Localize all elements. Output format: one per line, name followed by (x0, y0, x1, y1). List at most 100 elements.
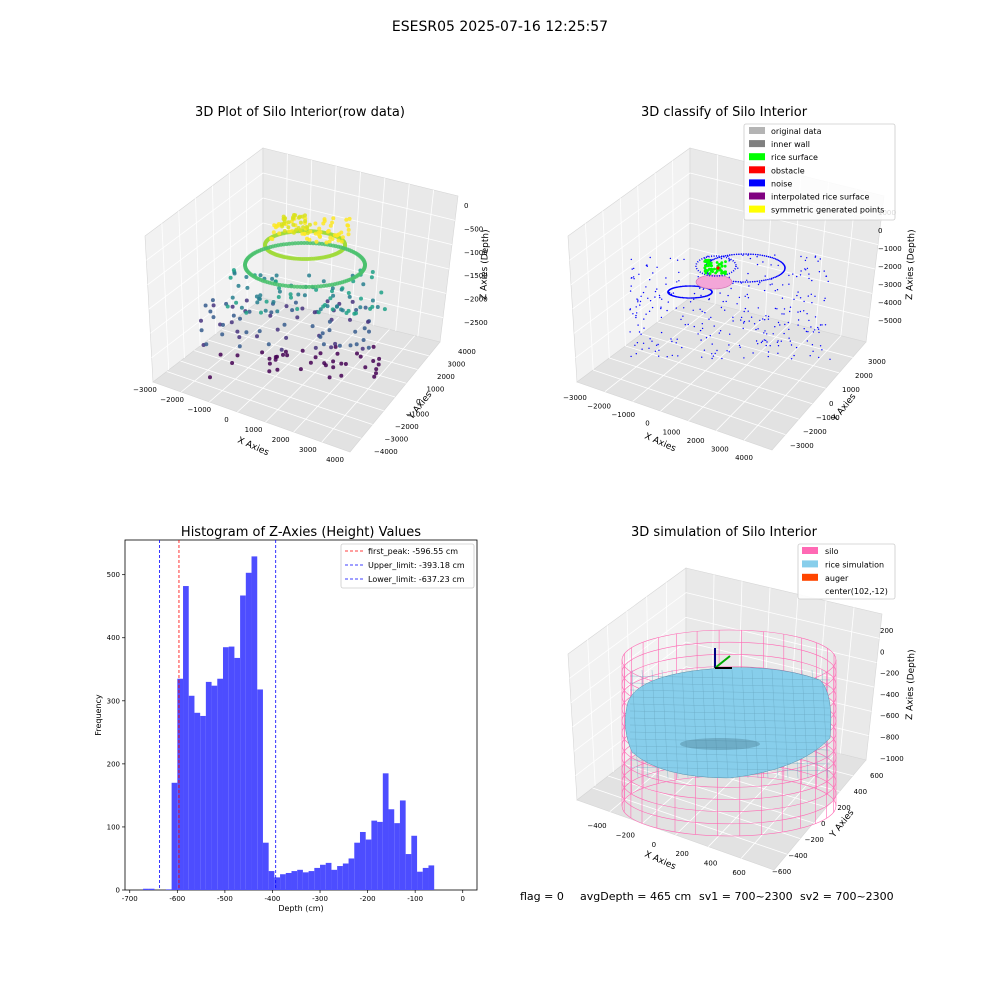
noise-point (710, 316, 712, 319)
noise-point (696, 285, 698, 288)
noise-point (697, 276, 699, 278)
data-point (330, 307, 335, 312)
data-point (313, 231, 318, 236)
rice-point (703, 266, 707, 270)
data-point (244, 330, 249, 335)
z-tick-label: −2000 (878, 263, 902, 271)
z-axis-label: Z Axies (Depth) (479, 229, 491, 300)
noise-point (649, 300, 652, 302)
noise-point (684, 285, 687, 287)
noise-point (755, 328, 757, 331)
noise-point (740, 316, 743, 319)
noise-point (676, 338, 678, 340)
x-tick-label: 0 (460, 895, 464, 903)
histogram-bar (245, 572, 252, 890)
grid-line (685, 592, 880, 639)
histogram-bar (188, 695, 195, 890)
data-point (295, 284, 300, 289)
rice-point (715, 261, 719, 264)
data-point (210, 298, 215, 303)
mesh-line (631, 669, 639, 779)
noise-point (812, 331, 815, 333)
noise-point (760, 341, 763, 344)
data-point (355, 351, 359, 356)
data-point (276, 295, 281, 299)
noise-point (808, 277, 810, 280)
data-point (282, 229, 287, 233)
data-point (284, 304, 289, 309)
noise-point (788, 337, 790, 339)
noise-point (665, 277, 667, 279)
rice-point (711, 270, 714, 273)
noise-point (722, 300, 724, 303)
mesh-line (629, 759, 831, 765)
simulation-title: 3D simulation of Silo Interior (631, 525, 818, 540)
noise-point (645, 313, 647, 315)
legend-label: Upper_limit: -393.18 cm (368, 561, 465, 570)
noise-point (684, 297, 686, 299)
noise-point (773, 257, 775, 260)
noise-point (762, 318, 764, 320)
noise-point (783, 313, 785, 315)
data-point (235, 329, 240, 334)
histogram-bar (354, 842, 360, 890)
noise-point (776, 289, 779, 291)
noise-point (684, 324, 686, 326)
noise-point (639, 304, 641, 306)
rice-point (707, 264, 710, 268)
grid-line (716, 329, 816, 431)
data-point (294, 227, 299, 232)
data-point (343, 362, 348, 366)
noise-point (641, 348, 643, 350)
data-point (368, 306, 373, 311)
data-point (352, 311, 357, 316)
noise-point (651, 306, 654, 309)
legend-label: rice surface (771, 153, 818, 162)
legend-swatch (749, 205, 765, 213)
noise-point (819, 345, 822, 347)
mesh-line (721, 669, 729, 779)
grid-line (689, 197, 879, 246)
sv1-readout: sv1 = 700~2300 (699, 890, 793, 903)
legend: original data inner wall rice surface obsta… (743, 123, 896, 221)
data-point (225, 304, 230, 309)
mesh-line (751, 669, 759, 779)
noise-point (643, 318, 645, 320)
noise-point (731, 254, 733, 256)
noise-point (728, 276, 730, 278)
noise-point (776, 258, 778, 261)
noise-point (767, 315, 770, 318)
x-tick-label: -400 (265, 895, 281, 903)
grid-line (262, 197, 453, 246)
mesh-line (629, 675, 831, 681)
noise-point (693, 298, 695, 300)
noise-point (744, 295, 746, 297)
noise-point (697, 333, 699, 335)
histogram-bar (228, 646, 235, 890)
data-point (289, 284, 294, 289)
mesh-line (821, 669, 829, 779)
noise-point (637, 324, 639, 326)
histogram-bar (359, 831, 366, 890)
data-point (295, 315, 300, 320)
noise-point (695, 296, 698, 299)
noise-point (783, 308, 786, 310)
mesh-line (629, 731, 831, 737)
data-point (346, 308, 351, 313)
data-point (321, 279, 326, 284)
noise-point (642, 291, 645, 294)
noise-point (792, 273, 794, 275)
data-point (343, 242, 347, 247)
noise-point (817, 326, 819, 329)
noise-point (658, 349, 660, 351)
noise-point (654, 350, 657, 352)
noise-point (824, 324, 827, 326)
data-point (199, 318, 203, 323)
data-point (367, 329, 371, 334)
data-point (347, 294, 352, 299)
legend-label: Lower_limit: -637.23 cm (368, 575, 465, 584)
y-tick-label: 400 (107, 634, 120, 642)
data-point (298, 284, 303, 289)
noise-point (745, 253, 747, 255)
noise-point (677, 355, 679, 357)
